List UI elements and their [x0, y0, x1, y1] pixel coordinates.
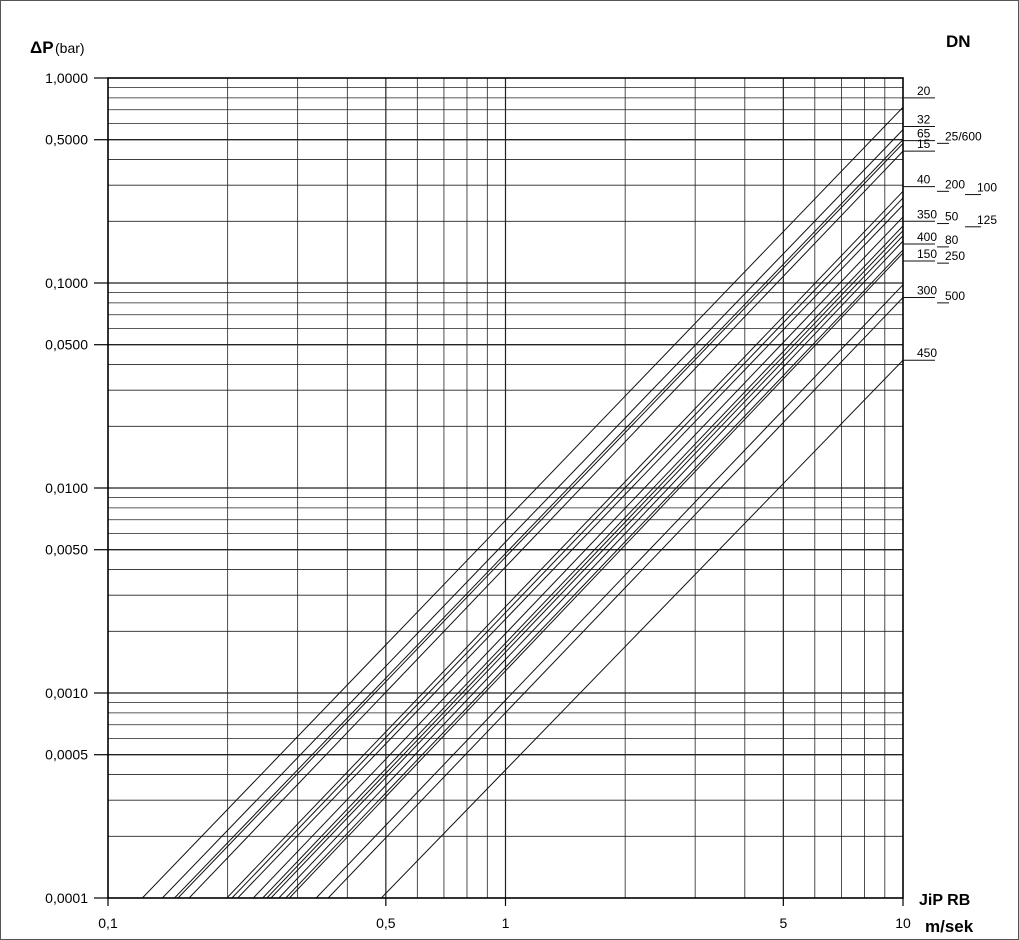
- y-tick-label: 1,0000: [45, 70, 88, 86]
- y-tick-label: 0,0100: [45, 480, 88, 496]
- legend-title: DN: [946, 32, 971, 51]
- series-label: 200: [945, 177, 965, 191]
- series-line-dn-65: [174, 139, 904, 899]
- series-line-dn-125: [266, 230, 904, 899]
- series-label: 400: [917, 230, 937, 244]
- y-tick-label: 0,0010: [45, 685, 88, 701]
- y-tick-label: 0,0001: [45, 890, 88, 906]
- series-lines: [141, 106, 904, 899]
- series-label: 20: [917, 84, 931, 98]
- series-label: 100: [977, 181, 997, 195]
- grid-lines: [108, 78, 903, 898]
- y-tick-label: 0,0050: [45, 542, 88, 558]
- x-tick-label: 0,5: [376, 915, 396, 931]
- series-line-dn-25-600: [177, 142, 904, 899]
- series-label: 50: [945, 210, 959, 224]
- series-line-dn-80: [278, 240, 904, 899]
- series-label: 250: [945, 249, 965, 263]
- x-tick-labels: 0,1 0,5 1 5 10: [98, 915, 911, 931]
- series-label: 15: [917, 137, 931, 151]
- series-label: 65: [917, 127, 931, 141]
- series-line-dn-300: [315, 284, 904, 899]
- series-line-dn-32: [161, 129, 904, 899]
- y-axis-label-symbol: ΔP: [30, 38, 54, 57]
- series-line-dn-250: [289, 252, 904, 899]
- series-label: 500: [945, 289, 965, 303]
- series-label: 350: [917, 207, 937, 221]
- series-line-dn-40: [226, 190, 904, 899]
- series-line-dn-400: [270, 235, 904, 899]
- y-tick-label: 0,0500: [45, 337, 88, 353]
- series-label: 300: [917, 283, 937, 297]
- series-label: 150: [917, 247, 937, 261]
- x-tick-label: 1: [502, 915, 510, 931]
- series-line-dn-500: [327, 297, 904, 899]
- x-tick-label: 5: [779, 915, 787, 931]
- series-line-dn-15: [188, 150, 904, 899]
- series-line-dn-450: [380, 359, 904, 899]
- y-tick-label: 0,0005: [45, 747, 88, 763]
- series-label: 450: [917, 346, 937, 360]
- x-axis-label: m/sek: [925, 917, 974, 936]
- y-tick-labels: 1,0000 0,5000 0,1000 0,0500 0,0100 0,0050 0,00…: [45, 70, 88, 906]
- y-tick-label: 0,5000: [45, 132, 88, 148]
- brand-label: JiP RB: [919, 892, 970, 909]
- series-line-dn-50: [262, 225, 904, 899]
- series-label: 80: [945, 233, 959, 247]
- series-line-dn-350: [252, 216, 904, 899]
- series-line-dn-150: [285, 249, 904, 899]
- y-axis-label-unit: (bar): [55, 40, 85, 56]
- series-line-dn-100: [237, 204, 904, 899]
- series-line-dn-20: [141, 106, 904, 899]
- series-line-dn-200: [231, 197, 904, 899]
- series-label: 125: [977, 213, 997, 227]
- axes: [94, 77, 904, 906]
- x-tick-label: 10: [895, 915, 911, 931]
- x-tick-label: 0,1: [98, 915, 118, 931]
- y-tick-label: 0,1000: [45, 275, 88, 291]
- series-label: 32: [917, 112, 931, 126]
- series-label: 25/600: [945, 129, 982, 143]
- series-label: 40: [917, 173, 931, 187]
